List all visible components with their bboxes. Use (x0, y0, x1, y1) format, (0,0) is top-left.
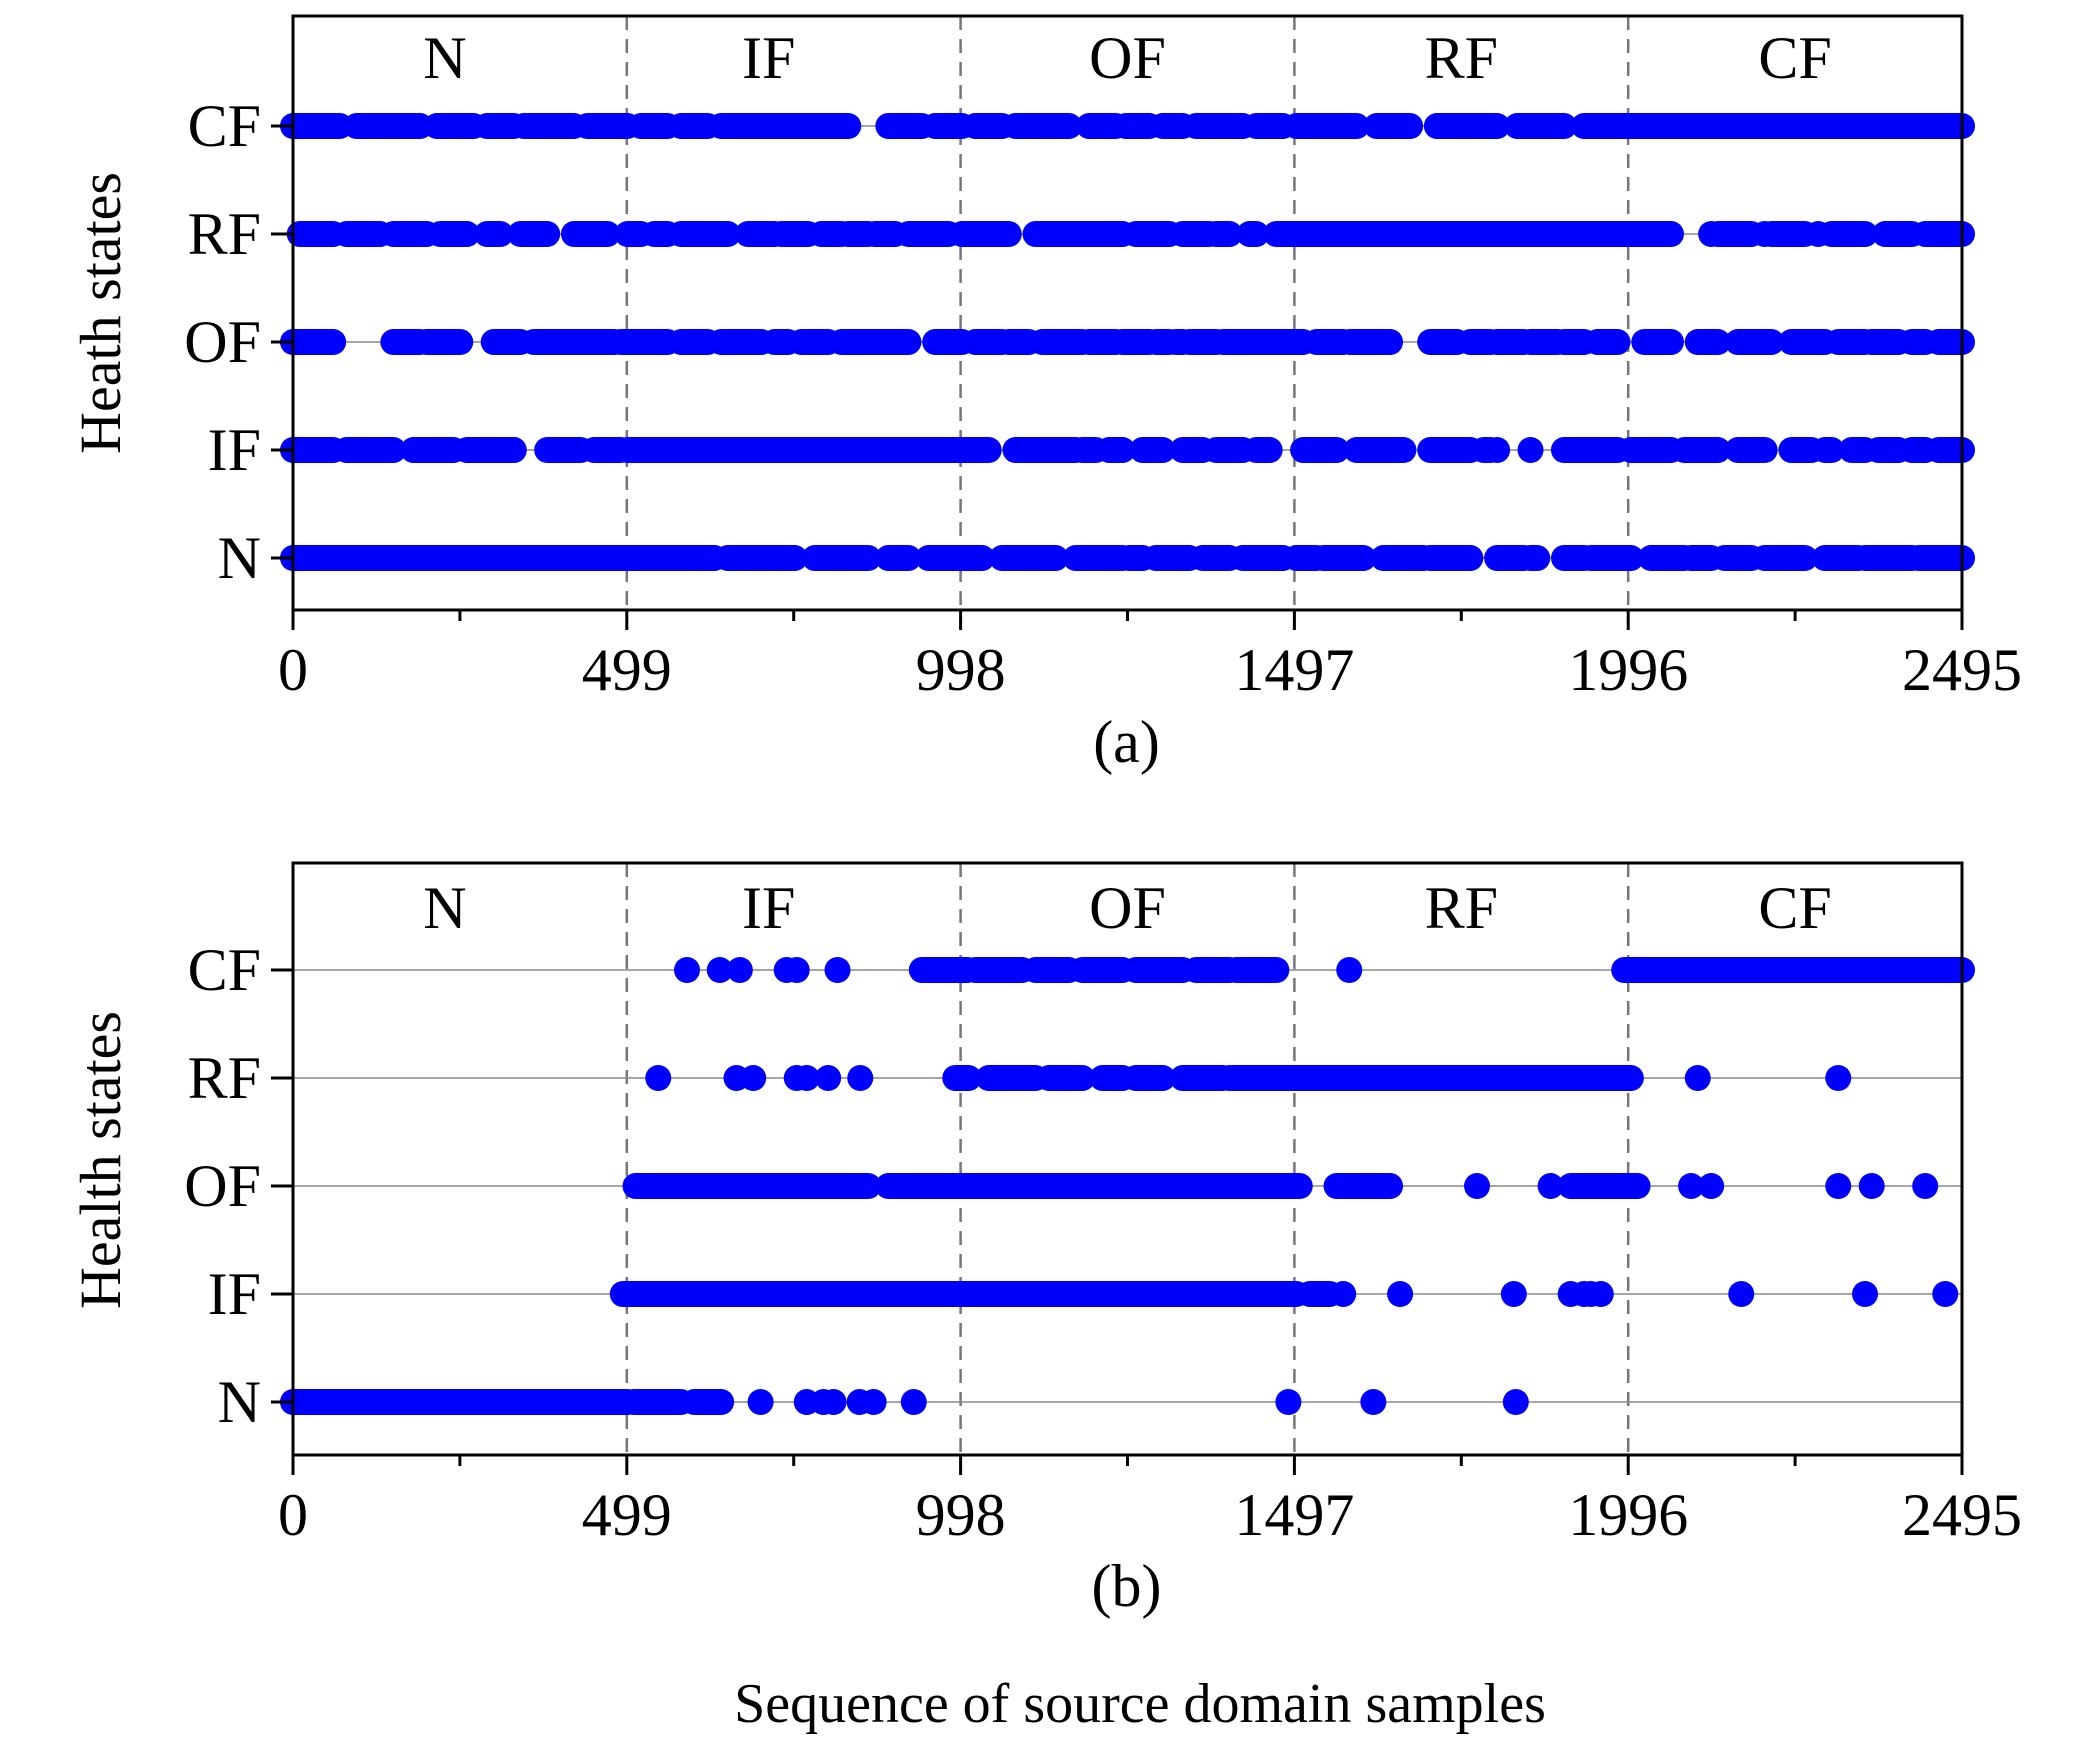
region-label: RF (1425, 25, 1498, 91)
series-n (280, 1389, 1529, 1415)
y-tick-label: RF (188, 1045, 261, 1111)
region-label: CF (1758, 875, 1831, 941)
marker-point (1330, 1281, 1357, 1307)
x-axis-label: Sequence of source domain samples (734, 1673, 1546, 1735)
chart-panel-a: N IF OF RF CF N IF OF RF CF 0 499 998 1497 1996 2495 Hea… (68, 14, 2022, 775)
marker-point (1728, 1281, 1755, 1307)
x-tick-label: 499 (582, 637, 672, 703)
series-if (609, 1281, 1959, 1307)
plot-frame (291, 861, 1964, 1457)
marker-point (793, 1065, 820, 1091)
y-tick-label: N (218, 1369, 261, 1435)
marker-point (1517, 437, 1544, 463)
marker-point (740, 1065, 767, 1091)
x-tick-label: 1996 (1568, 1482, 1688, 1548)
y-tick-label: CF (188, 93, 261, 159)
marker-point (1751, 221, 1778, 247)
region-label: CF (1758, 25, 1831, 91)
y-tick-label: IF (208, 1261, 261, 1327)
series-rf (286, 221, 1975, 247)
y-tick-label: CF (188, 937, 261, 1003)
region-label: N (423, 25, 466, 91)
marker-point (1858, 1173, 1885, 1199)
panel-caption: (a) (1093, 709, 1160, 775)
marker-point (645, 1065, 672, 1091)
marker-point (847, 1065, 874, 1091)
marker-point (1617, 221, 1644, 247)
x-tick-label: 0 (278, 637, 308, 703)
marker-point (1852, 1281, 1879, 1307)
marker-point (1537, 1173, 1564, 1199)
series-cf (674, 957, 1975, 983)
region-label: OF (1089, 875, 1166, 941)
y-axis-label: Heath states (68, 172, 133, 454)
marker-point (820, 1389, 847, 1415)
marker-point (1825, 1173, 1852, 1199)
marker-point (783, 957, 810, 983)
marker-point (815, 1065, 842, 1091)
y-tick-label: RF (188, 201, 261, 267)
region-label: OF (1089, 25, 1166, 91)
x-tick-label: 1497 (1234, 637, 1354, 703)
y-tick-label: IF (208, 417, 261, 483)
marker-point (1387, 1281, 1414, 1307)
series-rf (645, 1065, 1852, 1091)
marker-point (1805, 221, 1832, 247)
marker-point (1912, 1173, 1939, 1199)
x-tick-label: 2495 (1902, 1482, 2022, 1548)
x-tick-label: 0 (278, 1482, 308, 1548)
marker-point (860, 1389, 887, 1415)
region-label: IF (742, 875, 795, 941)
marker-point (1502, 1389, 1529, 1415)
region-label: IF (742, 25, 795, 91)
marker-point (1464, 1173, 1491, 1199)
x-tick-label: 499 (582, 1482, 672, 1548)
marker-point (824, 957, 851, 983)
marker-point (1698, 221, 1725, 247)
marker-point (1275, 1389, 1302, 1415)
x-tick-label: 2495 (1902, 637, 2022, 703)
marker-point (726, 957, 753, 983)
panel-caption: (b) (1092, 1553, 1162, 1619)
marker-point (1500, 1281, 1527, 1307)
marker-point (1678, 1173, 1705, 1199)
marker-point (1684, 1065, 1711, 1091)
marker-point (1587, 1281, 1614, 1307)
marker-point (1564, 1173, 1591, 1199)
marker-point (1698, 1173, 1725, 1199)
marker-point (1360, 1389, 1387, 1415)
x-tick-label: 1996 (1568, 637, 1688, 703)
marker-point (747, 1389, 774, 1415)
chart-panel-b: N IF OF RF CF N IF OF RF CF 0 499 998 1497 1996 2495 Hea… (68, 861, 2022, 1619)
region-label: N (423, 875, 466, 941)
marker-point (1825, 1065, 1852, 1091)
series-of (622, 1173, 1939, 1199)
marker-point (1484, 437, 1511, 463)
marker-point (706, 957, 733, 983)
plot-frame (291, 14, 1964, 612)
x-tick-label: 1497 (1234, 1482, 1354, 1548)
y-tick-label: N (218, 525, 261, 591)
marker-point (674, 957, 701, 983)
region-label: RF (1425, 875, 1498, 941)
marker-point (900, 1389, 927, 1415)
x-tick-label: 998 (916, 637, 1006, 703)
y-axis-label: Health states (68, 1011, 133, 1309)
marker-point (500, 437, 527, 463)
marker-point (1336, 1173, 1363, 1199)
y-tick-label: OF (184, 1153, 261, 1219)
x-tick-label: 998 (916, 1482, 1006, 1548)
series-if (280, 437, 1975, 463)
y-tick-label: OF (184, 309, 261, 375)
marker-point (1932, 1281, 1959, 1307)
marker-point (1336, 957, 1363, 983)
